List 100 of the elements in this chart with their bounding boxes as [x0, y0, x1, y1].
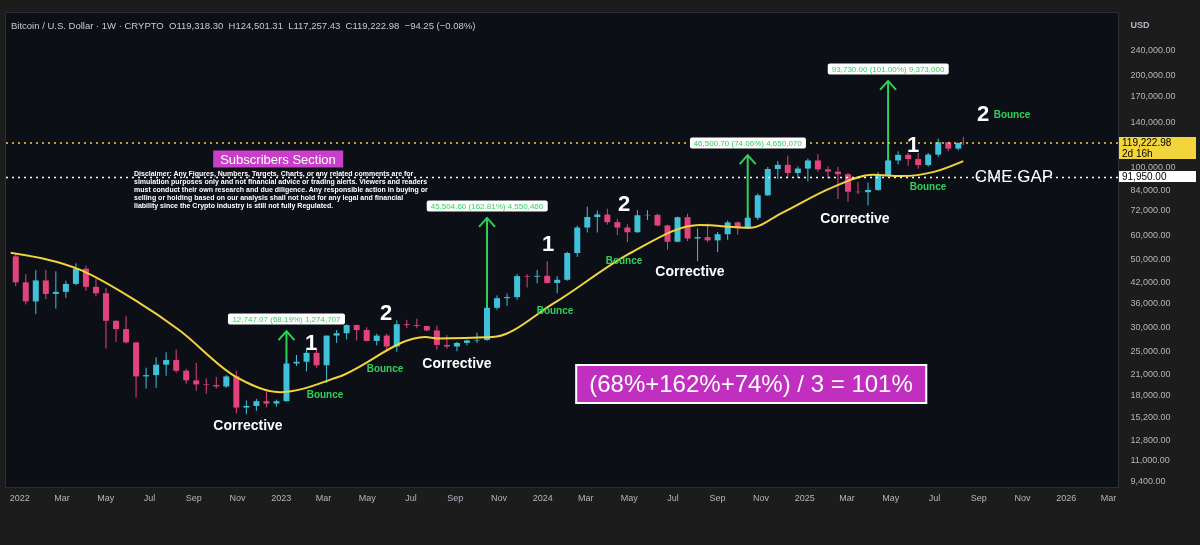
candlestick — [865, 182, 872, 206]
annotation: 2 — [976, 101, 990, 127]
y-tick-label: 11,000.00 — [1130, 455, 1170, 466]
x-tick-label: Mar — [315, 492, 332, 503]
candlestick — [804, 158, 811, 182]
candlestick — [774, 160, 781, 180]
x-tick-label: 2022 — [9, 492, 30, 503]
text: 91,950.00 — [1119, 171, 1196, 183]
candlestick — [814, 153, 821, 173]
candlestick — [504, 293, 511, 307]
x-tick-label: May — [882, 492, 900, 503]
annotation: 12,747.07 (68.19%) 1,274,707 — [228, 313, 345, 325]
y-tick-label: 15,200.00 — [1130, 412, 1171, 423]
annotation: 1 — [304, 330, 318, 356]
y-tick-label: 200,000.00 — [1130, 69, 1176, 80]
x-tick-label: 2025 — [794, 492, 815, 503]
x-tick-label: 2026 — [1056, 492, 1077, 503]
y-tick-label: 84,000.00 — [1130, 184, 1171, 195]
x-tick-label: 2024 — [532, 492, 553, 503]
candlestick — [153, 356, 160, 389]
candlestick — [173, 349, 180, 374]
ref-line-label: CME GAP — [974, 167, 1054, 187]
candlestick — [203, 377, 210, 395]
annotation: Corrective — [655, 263, 725, 279]
annotation: Bounce — [306, 388, 344, 400]
annotation: Corrective — [820, 210, 890, 226]
x-tick-label: Jul — [143, 492, 156, 503]
y-tick-label: 21,000.00 — [1130, 369, 1171, 380]
annotation: 1 — [541, 231, 555, 257]
candlestick — [784, 155, 791, 178]
candlestick — [22, 273, 29, 305]
x-tick-label: Mar — [1100, 492, 1117, 503]
x-tick-label: Jul — [928, 492, 941, 503]
x-tick-label: Mar — [577, 492, 594, 503]
candlestick — [754, 193, 761, 221]
x-tick-label: Nov — [229, 492, 247, 503]
x-tick-label: 2023 — [271, 492, 292, 503]
y-tick-label: 12,800.00 — [1130, 435, 1171, 446]
text: 119,222.98 — [1119, 136, 1196, 148]
x-tick-label: May — [97, 492, 115, 503]
y-tick-label: 240,000.00 — [1130, 45, 1176, 56]
candlestick — [62, 280, 69, 299]
y-tick-label: 42,000.00 — [1130, 277, 1171, 288]
candlestick — [714, 231, 721, 253]
y-axis-title: USD — [1130, 19, 1150, 30]
x-tick-label: Sep — [709, 492, 726, 503]
y-tick-label: 18,000.00 — [1130, 389, 1171, 400]
annotation: 2 — [379, 300, 393, 326]
text: Bitcoin / U.S. Dollar · 1W · CRYPTO O119,318.30 H124,501.31 L117,257.43 C119,222.98 −94.25 (−0.08%) — [11, 20, 476, 31]
x-tick-label: Mar — [839, 492, 855, 503]
x-tick-label: Sep — [970, 492, 987, 503]
candlestick — [905, 152, 912, 167]
text: 2d 16h — [1119, 147, 1196, 159]
candlestick — [514, 273, 521, 301]
x-tick-label: Mar — [54, 492, 70, 503]
y-tick-label: 36,000.00 — [1130, 297, 1171, 308]
x-tick-label: Sep — [185, 492, 202, 503]
y-tick-label: 140,000.00 — [1130, 117, 1176, 128]
x-tick-label: Nov — [1014, 492, 1032, 503]
candlestick — [393, 319, 400, 353]
x-tick-label: Nov — [490, 492, 508, 503]
candlestick — [193, 362, 200, 392]
annotation: Corrective — [422, 355, 492, 371]
y-tick-label: 72,000.00 — [1130, 205, 1171, 216]
annotation: Bounce — [909, 180, 947, 192]
annotation: Bounce — [993, 108, 1031, 120]
candlestick — [875, 171, 882, 192]
candlestick — [72, 262, 79, 286]
x-tick-label: May — [358, 492, 377, 503]
x-tick-label: Nov — [753, 492, 770, 503]
x-tick-label: Jul — [667, 492, 679, 503]
annotation: Bounce — [366, 362, 404, 374]
candlestick — [584, 206, 591, 233]
candlestick — [303, 349, 310, 372]
candlestick — [684, 213, 691, 242]
y-tick-label: 60,000.00 — [1130, 229, 1171, 240]
candlestick — [42, 269, 49, 300]
annotation: Subscribers Section — [213, 150, 343, 168]
candlestick — [313, 348, 320, 369]
candlestick — [544, 260, 551, 285]
candlestick — [163, 351, 170, 377]
annotation: (68%+162%+74%) / 3 = 101% — [575, 364, 927, 404]
annotation: 93,730.00 (101.00%) 9,373,000 — [827, 63, 949, 75]
candlestick — [534, 269, 541, 284]
candlestick — [794, 165, 801, 179]
annotation: 46,500.70 (74.06%) 4,650,070 — [689, 137, 806, 149]
candlestick — [824, 165, 831, 180]
candlestick — [634, 209, 641, 234]
y-tick-label: 50,000.00 — [1130, 253, 1171, 264]
candlestick — [935, 138, 942, 158]
candlestick — [524, 273, 531, 288]
candlestick — [594, 210, 601, 233]
candlestick — [694, 227, 701, 262]
y-tick-label: 25,000.00 — [1130, 346, 1171, 357]
x-tick-label: Jul — [405, 492, 417, 503]
x-tick-label: Sep — [447, 492, 464, 503]
annotation: 1 — [906, 132, 920, 158]
annotation: 2 — [617, 191, 631, 217]
candlestick — [92, 278, 99, 297]
annotation: Corrective — [213, 417, 283, 433]
